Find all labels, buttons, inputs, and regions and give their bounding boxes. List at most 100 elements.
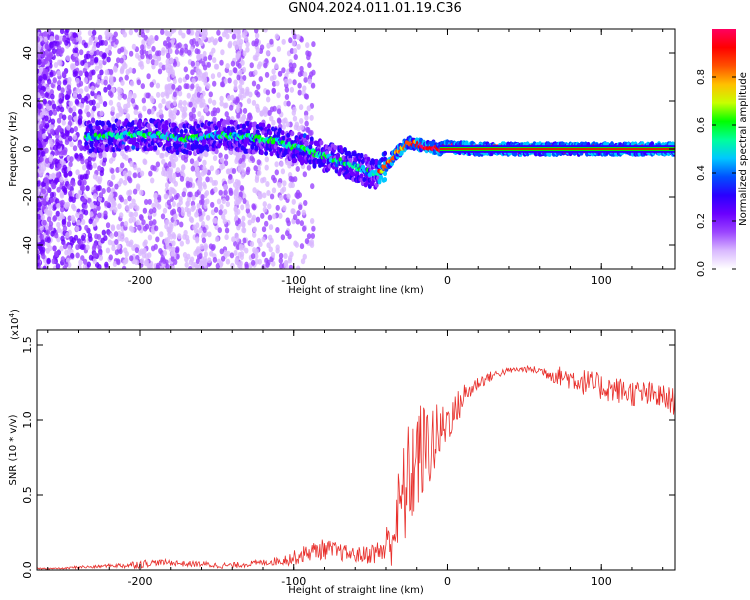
heatmap-cell [37, 236, 41, 243]
heatmap-cell [134, 29, 139, 33]
heatmap-cell [44, 92, 49, 99]
heatmap-cell [41, 58, 46, 65]
heatmap-cell [51, 183, 57, 190]
heatmap-cell [71, 217, 76, 224]
heatmap-cell [67, 244, 72, 251]
heatmap-cell [201, 98, 206, 105]
heatmap-cell [202, 33, 207, 40]
heatmap-cell [154, 35, 159, 42]
heatmap-cell [152, 165, 157, 172]
heatmap-cell [271, 260, 276, 267]
heatmap-cell [256, 83, 261, 90]
heatmap-cell [123, 198, 128, 205]
heatmap-cell [268, 246, 273, 253]
heatmap-cell [108, 254, 113, 261]
heatmap-cell [175, 167, 181, 174]
heatmap-cell [268, 130, 273, 136]
heatmap-cell [281, 123, 287, 130]
heatmap-cell [287, 78, 293, 85]
heatmap-cell [251, 214, 257, 221]
heatmap-cell [213, 206, 219, 213]
heatmap-cell [38, 83, 43, 90]
heatmap-cell [547, 151, 552, 157]
heatmap-cell [69, 141, 74, 148]
heatmap-cell [136, 79, 141, 86]
heatmap-cell [132, 136, 137, 142]
heatmap-cell [192, 98, 197, 105]
heatmap-cell [95, 49, 100, 56]
heatmap-cell [68, 170, 73, 177]
heatmap-cell [124, 237, 129, 244]
heatmap-cell [182, 100, 187, 107]
heatmap-cell [48, 209, 53, 216]
heatmap-cell [171, 200, 176, 207]
heatmap-cell [189, 115, 194, 122]
heatmap-cell [55, 263, 61, 269]
heatmap-cell [220, 163, 226, 170]
heatmap-cell [82, 258, 88, 265]
heatmap-cell [101, 188, 106, 195]
heatmap-cell [219, 157, 225, 164]
heatmap-cell [186, 29, 191, 35]
heatmap-cell [264, 150, 269, 156]
heatmap-cell [224, 227, 230, 234]
heatmap-cell [284, 86, 290, 93]
heatmap-cell [42, 73, 47, 80]
heatmap-cell [86, 111, 91, 118]
heatmap-cell [262, 106, 268, 113]
heatmap-cell [236, 112, 241, 119]
heatmap-cell [165, 102, 170, 109]
heatmap-cell [113, 31, 118, 38]
heatmap-cell [208, 243, 214, 250]
heatmap-cell [68, 196, 73, 203]
heatmap-cell [80, 185, 86, 192]
heatmap-cell [174, 48, 180, 55]
heatmap-cell [271, 68, 276, 75]
heatmap-cell [200, 194, 205, 201]
heatmap-cell [228, 69, 233, 76]
heatmap-cell [194, 191, 199, 198]
heatmap-cell [276, 92, 281, 99]
heatmap-cell [66, 221, 72, 228]
heatmap-cell [168, 48, 173, 55]
heatmap-cell [166, 36, 171, 43]
heatmap-cell [186, 196, 192, 203]
heatmap-cell [280, 130, 285, 136]
heatmap-cell [49, 197, 55, 204]
heatmap-cell [196, 202, 201, 209]
heatmap-cell [283, 260, 289, 267]
heatmap-cell [85, 144, 90, 151]
heatmap-cell [253, 40, 259, 47]
heatmap-cell [224, 153, 229, 160]
heatmap-cell [71, 180, 76, 187]
heatmap-cell [92, 162, 98, 169]
heatmap-cell [86, 261, 92, 268]
heatmap-cell [117, 94, 122, 101]
heatmap-cell [215, 169, 220, 176]
heatmap-cell [216, 198, 222, 205]
heatmap-cell [145, 92, 150, 99]
heatmap-cell [39, 233, 44, 240]
heatmap-cell [231, 33, 237, 40]
heatmap-cell [75, 252, 80, 259]
heatmap-cell [125, 145, 130, 151]
heatmap-cell [245, 86, 250, 93]
heatmap-cell [248, 91, 253, 98]
heatmap-cell [151, 63, 156, 70]
heatmap-cell [226, 95, 232, 102]
heatmap-cell [173, 214, 178, 221]
heatmap-cell [213, 186, 218, 193]
heatmap-cell [228, 173, 233, 180]
heatmap-cell [64, 39, 69, 46]
heatmap-cell [292, 106, 297, 113]
heatmap-cell [302, 71, 308, 78]
heatmap-cell [66, 84, 72, 91]
heatmap-cell [60, 87, 65, 94]
heatmap-cell [83, 53, 89, 60]
heatmap-cell [239, 254, 244, 261]
heatmap-cell [183, 156, 188, 163]
heatmap-cell [96, 204, 101, 211]
heatmap-cell [291, 208, 296, 215]
heatmap-cell [164, 125, 169, 131]
heatmap-cell [77, 118, 83, 125]
